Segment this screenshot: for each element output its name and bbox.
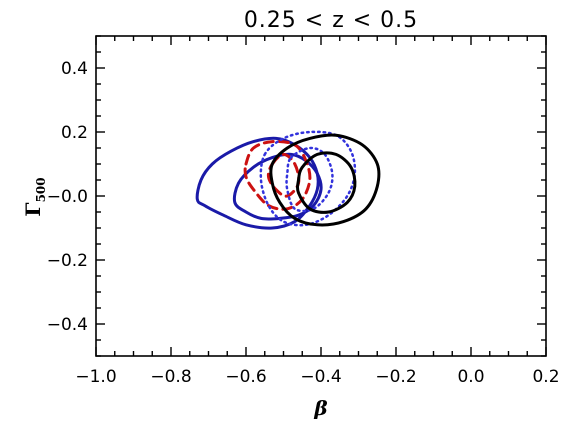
y-tick-label: −0.0 [47, 187, 88, 207]
x-tick-label: −0.8 [150, 367, 191, 387]
y-axis-label: Γ500 [21, 177, 48, 216]
y-axis-label-sub: 500 [34, 177, 48, 202]
contour-series-3-level-1 [259, 130, 357, 227]
y-tick-label: 0.2 [61, 123, 88, 143]
x-tick-label: −1.0 [75, 367, 116, 387]
contour-series-4-level-1 [269, 133, 381, 227]
axes: −1.0 −0.8 −0.6 −0.4 −0.2 0.0 0.2 −0.4 −0.2 −0.0 0.… [47, 35, 560, 387]
x-tick-label: −0.6 [225, 367, 266, 387]
plot-area [195, 130, 381, 230]
y-axis-label-main: Γ [21, 202, 45, 216]
contour-series-1-level-2 [232, 152, 323, 221]
y-tick-label: −0.2 [47, 251, 88, 271]
contour-series-4-level-2 [296, 151, 357, 214]
y-tick-label: −0.4 [47, 315, 88, 335]
x-tick-label: 0.0 [457, 367, 484, 387]
x-tick-label: −0.2 [375, 367, 416, 387]
contour-series-2-level-1 [243, 139, 312, 211]
x-axis-label: β [313, 396, 327, 420]
contour-series-3-level-2 [285, 146, 334, 213]
chart-title: 0.25 < z < 0.5 [244, 8, 418, 33]
y-tick-label: 0.4 [61, 59, 88, 79]
y-axis-label-group: Γ500 [21, 177, 48, 216]
x-tick-label: −0.4 [300, 367, 341, 387]
x-tick-label: 0.2 [532, 367, 559, 387]
contour-series-2-level-2 [266, 152, 301, 198]
